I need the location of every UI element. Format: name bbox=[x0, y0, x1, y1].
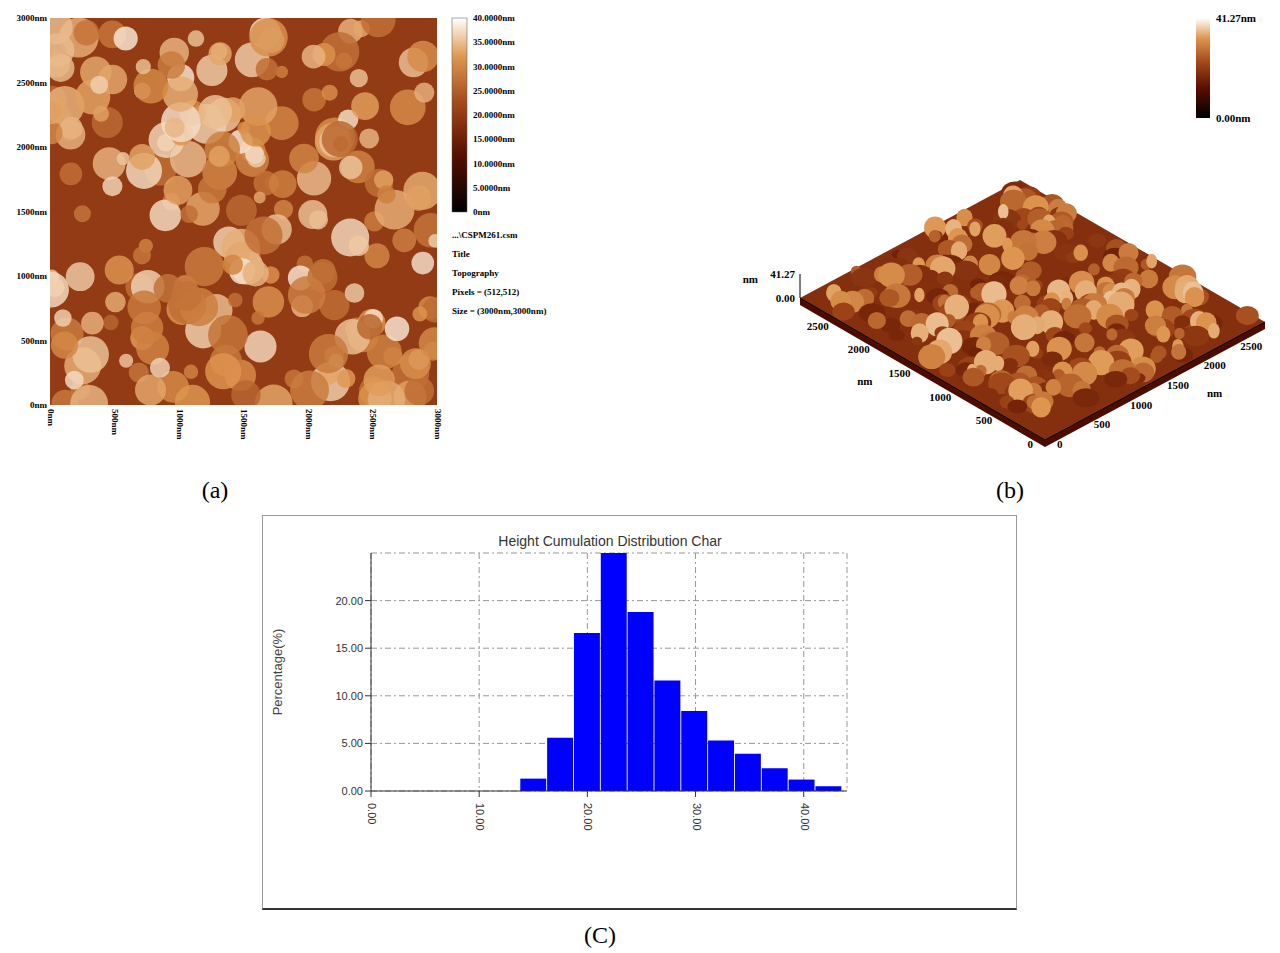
svg-text:2500: 2500 bbox=[1240, 340, 1263, 352]
svg-text:Title: Title bbox=[452, 249, 470, 259]
svg-text:5.00: 5.00 bbox=[342, 737, 363, 749]
svg-text:0.00: 0.00 bbox=[366, 803, 378, 824]
svg-text:3000nm: 3000nm bbox=[433, 409, 443, 440]
svg-text:5.0000nm: 5.0000nm bbox=[473, 183, 511, 193]
svg-text:2000: 2000 bbox=[848, 343, 871, 355]
svg-text:0: 0 bbox=[1028, 438, 1034, 450]
svg-text:35.0000nm: 35.0000nm bbox=[473, 37, 515, 47]
svg-text:20.0000nm: 20.0000nm bbox=[473, 110, 515, 120]
svg-text:500nm: 500nm bbox=[21, 336, 48, 346]
svg-text:nm: nm bbox=[743, 273, 758, 285]
svg-text:1500nm: 1500nm bbox=[16, 207, 47, 217]
svg-text:1000nm: 1000nm bbox=[175, 409, 185, 440]
svg-text:41.27nm: 41.27nm bbox=[1216, 12, 1256, 24]
svg-text:0nm: 0nm bbox=[46, 409, 56, 427]
svg-text:2500: 2500 bbox=[807, 320, 830, 332]
svg-text:1000nm: 1000nm bbox=[16, 271, 47, 281]
svg-text:(a): (a) bbox=[202, 477, 229, 503]
svg-text:1000: 1000 bbox=[1130, 399, 1153, 411]
svg-text:2000nm: 2000nm bbox=[16, 142, 47, 152]
svg-text:Topography: Topography bbox=[452, 268, 499, 278]
svg-text:20.00: 20.00 bbox=[582, 803, 594, 831]
svg-text:500: 500 bbox=[976, 414, 993, 426]
svg-text:30.00: 30.00 bbox=[691, 803, 703, 831]
svg-text:2000nm: 2000nm bbox=[304, 409, 314, 440]
svg-text:0.00: 0.00 bbox=[776, 292, 796, 304]
svg-text:0: 0 bbox=[1057, 438, 1063, 450]
svg-text:25.0000nm: 25.0000nm bbox=[473, 86, 515, 96]
svg-text:500: 500 bbox=[1094, 418, 1111, 430]
svg-text:40.0000nm: 40.0000nm bbox=[473, 13, 515, 23]
svg-text:2000: 2000 bbox=[1204, 359, 1227, 371]
svg-text:0nm: 0nm bbox=[473, 207, 491, 217]
svg-text:1500nm: 1500nm bbox=[239, 409, 249, 440]
svg-text:2500nm: 2500nm bbox=[368, 409, 378, 440]
svg-text:Size = (3000nm,3000nm): Size = (3000nm,3000nm) bbox=[452, 306, 546, 316]
svg-text:0.00nm: 0.00nm bbox=[1216, 112, 1251, 124]
svg-text:500nm: 500nm bbox=[110, 409, 120, 436]
svg-text:0.00: 0.00 bbox=[342, 785, 363, 797]
svg-text:20.00: 20.00 bbox=[335, 595, 363, 607]
svg-text:nm: nm bbox=[857, 375, 872, 387]
svg-text:15.00: 15.00 bbox=[335, 642, 363, 654]
svg-text:1500: 1500 bbox=[1167, 379, 1190, 391]
svg-text:Percentage(%): Percentage(%) bbox=[270, 629, 285, 716]
svg-text:3000nm: 3000nm bbox=[16, 13, 47, 23]
svg-text:41.27: 41.27 bbox=[770, 268, 795, 280]
svg-text:(b): (b) bbox=[996, 477, 1024, 503]
svg-text:nm: nm bbox=[1207, 387, 1222, 399]
svg-text:Pixels = (512,512): Pixels = (512,512) bbox=[452, 287, 519, 297]
svg-text:(C): (C) bbox=[584, 922, 616, 948]
svg-text:10.00: 10.00 bbox=[335, 690, 363, 702]
svg-text:2500nm: 2500nm bbox=[16, 78, 47, 88]
html-text:Height Cumulation Distribution: Height Cumulation Distribution Char bbox=[498, 533, 722, 549]
svg-text:10.0000nm: 10.0000nm bbox=[473, 159, 515, 169]
svg-text:10.00: 10.00 bbox=[474, 803, 486, 831]
svg-text:...\CSPM261.csm: ...\CSPM261.csm bbox=[452, 230, 518, 240]
svg-text:1000: 1000 bbox=[929, 391, 952, 403]
svg-text:30.0000nm: 30.0000nm bbox=[473, 62, 515, 72]
svg-text:1500: 1500 bbox=[889, 367, 912, 379]
svg-text:15.0000nm: 15.0000nm bbox=[473, 134, 515, 144]
svg-text:40.00: 40.00 bbox=[799, 803, 811, 831]
svg-text:0nm: 0nm bbox=[30, 400, 48, 410]
